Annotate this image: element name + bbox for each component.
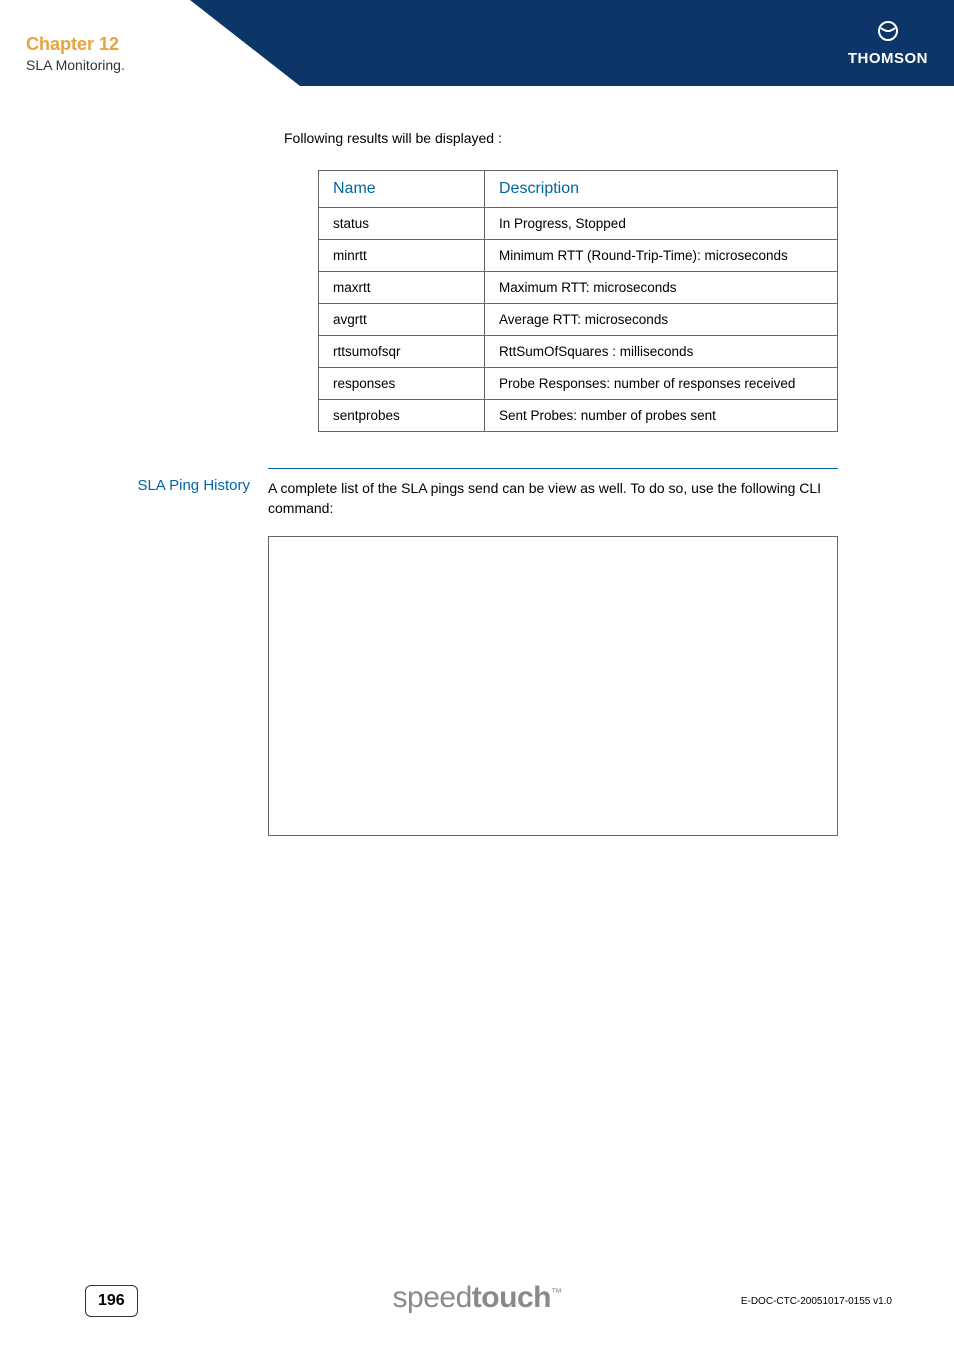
cell-name: status (319, 208, 485, 240)
cell-desc: Average RTT: microseconds (485, 304, 838, 336)
chapter-subtitle: SLA Monitoring. (26, 57, 125, 73)
cell-name: avgrtt (319, 304, 485, 336)
cell-name: rttsumofsqr (319, 336, 485, 368)
table-row: responsesProbe Responses: number of resp… (319, 368, 838, 400)
table-row: minrttMinimum RTT (Round-Trip-Time): mic… (319, 240, 838, 272)
thomson-logo: THOMSON (848, 20, 928, 68)
cell-desc: RttSumOfSquares : milliseconds (485, 336, 838, 368)
table-row: avgrttAverage RTT: microseconds (319, 304, 838, 336)
document-id: E-DOC-CTC-20051017-0155 v1.0 (741, 1296, 892, 1307)
page-content: Following results will be displayed : Na… (0, 130, 954, 836)
table-row: sentprobesSent Probes: number of probes … (319, 400, 838, 432)
cell-name: sentprobes (319, 400, 485, 432)
intro-text: Following results will be displayed : (284, 130, 954, 146)
cell-name: minrtt (319, 240, 485, 272)
section-text: A complete list of the SLA pings send ca… (268, 479, 838, 518)
thomson-globe-icon (848, 20, 928, 48)
cell-desc: Sent Probes: number of probes sent (485, 400, 838, 432)
results-table: Name Description statusIn Progress, Stop… (318, 170, 838, 432)
cell-desc: Minimum RTT (Round-Trip-Time): microseco… (485, 240, 838, 272)
speedtouch-logo: speedtouch™ (393, 1281, 562, 1315)
col-header-name: Name (319, 171, 485, 208)
chapter-title: Chapter 12 (26, 34, 125, 55)
logo-tm: ™ (551, 1287, 562, 1299)
col-header-description: Description (485, 171, 838, 208)
thomson-brand-text: THOMSON (848, 50, 928, 67)
chapter-block: Chapter 12 SLA Monitoring. (26, 34, 125, 73)
table-header-row: Name Description (319, 171, 838, 208)
cell-desc: Probe Responses: number of responses rec… (485, 368, 838, 400)
section-label: SLA Ping History (0, 476, 268, 836)
table-row: maxrttMaximum RTT: microseconds (319, 272, 838, 304)
cell-desc: In Progress, Stopped (485, 208, 838, 240)
cell-desc: Maximum RTT: microseconds (485, 272, 838, 304)
table-row: rttsumofsqrRttSumOfSquares : millisecond… (319, 336, 838, 368)
section-divider (268, 468, 838, 469)
cell-name: responses (319, 368, 485, 400)
page-number: 196 (85, 1285, 138, 1317)
header-bar: Chapter 12 SLA Monitoring. THOMSON (0, 0, 954, 86)
cli-command-box (268, 536, 838, 836)
cell-name: maxrtt (319, 272, 485, 304)
section-body: A complete list of the SLA pings send ca… (268, 476, 838, 836)
logo-part-bold: touch (472, 1281, 551, 1314)
table-row: statusIn Progress, Stopped (319, 208, 838, 240)
logo-part-light: speed (393, 1281, 472, 1314)
page-footer: 196 speedtouch™ E-DOC-CTC-20051017-0155 … (0, 1261, 954, 1321)
section-sla-ping-history: SLA Ping History A complete list of the … (0, 476, 954, 836)
